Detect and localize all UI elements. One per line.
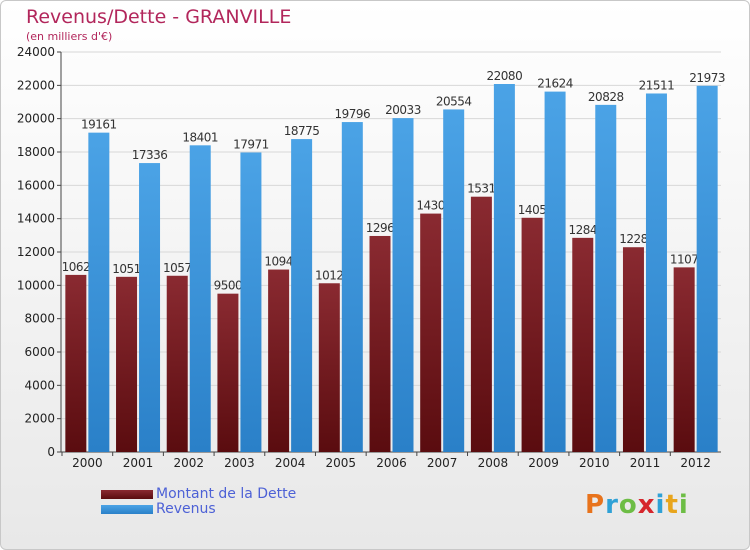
data-label-revenus: 21511 — [639, 78, 675, 92]
x-tick-label: 2003 — [224, 456, 255, 470]
chart-subtitle: (en milliers d'€) — [26, 30, 113, 43]
bar-dette — [420, 213, 442, 452]
data-label-dette: 1012 — [315, 268, 344, 282]
bar-dette — [572, 237, 594, 452]
bar-dette — [673, 267, 695, 452]
bar-revenus — [189, 145, 211, 453]
legend-label-dette: Montant de la Dette — [156, 486, 297, 502]
data-label-revenus: 17971 — [233, 137, 269, 151]
y-tick-label: 14000 — [17, 212, 55, 226]
bar-revenus — [392, 118, 414, 452]
bar-revenus — [493, 84, 515, 452]
bar-revenus — [291, 139, 313, 453]
bar-revenus — [544, 91, 566, 452]
data-label-dette: 1228 — [619, 232, 648, 246]
data-label-revenus: 18401 — [182, 130, 218, 144]
y-tick-label: 12000 — [17, 245, 55, 259]
bar-revenus — [88, 132, 110, 452]
data-label-revenus: 20033 — [385, 103, 421, 117]
x-tick-label: 2006 — [376, 456, 407, 470]
bar-dette — [521, 217, 543, 452]
logo-letter: i — [655, 490, 666, 520]
data-label-dette: 1062 — [62, 260, 91, 274]
y-tick-label: 0 — [47, 445, 55, 459]
bar-dette — [622, 247, 644, 452]
x-tick-label: 2005 — [326, 456, 357, 470]
data-label-dette: 1296 — [366, 221, 395, 235]
y-tick-label: 24000 — [17, 45, 55, 59]
legend-label-revenus: Revenus — [156, 501, 216, 517]
chart-title: Revenus/Dette - GRANVILLE — [26, 6, 292, 28]
bar-revenus — [341, 122, 363, 453]
bar-dette — [318, 283, 340, 452]
bar-dette — [369, 235, 391, 452]
data-label-dette: 1057 — [163, 261, 192, 275]
data-label-revenus: 22080 — [487, 69, 523, 83]
y-tick-label: 4000 — [24, 378, 55, 392]
bar-revenus — [595, 104, 617, 452]
y-tick-label: 8000 — [24, 312, 55, 326]
x-tick-label: 2001 — [123, 456, 154, 470]
bar-revenus — [645, 93, 667, 452]
logo-letter: i — [678, 490, 689, 520]
logo-letter: r — [605, 490, 619, 520]
y-tick-label: 18000 — [17, 145, 55, 159]
x-tick-label: 2000 — [72, 456, 103, 470]
bar-revenus — [696, 85, 718, 453]
data-label-dette: 1430 — [416, 199, 445, 213]
data-label-revenus: 21624 — [537, 77, 573, 91]
proxiti-logo: Proxiti — [585, 490, 689, 520]
data-label-revenus: 18775 — [284, 124, 320, 138]
bar-revenus — [443, 109, 465, 452]
data-label-revenus: 19796 — [334, 107, 370, 121]
x-tick-label: 2008 — [478, 456, 509, 470]
x-tick-label: 2007 — [427, 456, 458, 470]
bar-revenus — [139, 163, 161, 453]
bar-dette — [65, 274, 87, 452]
legend-swatch-dette — [101, 490, 153, 499]
data-label-dette: 9500 — [214, 279, 243, 293]
data-label-dette: 1405 — [518, 203, 547, 217]
y-tick-label: 2000 — [24, 412, 55, 426]
data-label-revenus: 17336 — [132, 148, 168, 162]
data-label-dette: 1107 — [670, 252, 699, 266]
logo-letter: t — [665, 490, 679, 520]
logo-letter: P — [585, 490, 606, 520]
data-label-dette: 1051 — [112, 262, 141, 276]
bar-dette — [268, 269, 290, 452]
y-tick-label: 20000 — [17, 112, 55, 126]
bar-dette — [116, 276, 138, 452]
y-tick-label: 6000 — [24, 345, 55, 359]
data-label-revenus: 19161 — [81, 118, 117, 132]
x-tick-label: 2009 — [528, 456, 559, 470]
y-tick-label: 10000 — [17, 278, 55, 292]
data-label-revenus: 21973 — [689, 71, 725, 85]
logo-letter: o — [618, 490, 638, 520]
x-tick-label: 2012 — [680, 456, 711, 470]
x-tick-label: 2011 — [630, 456, 661, 470]
bar-dette — [166, 275, 188, 452]
x-tick-label: 2004 — [275, 456, 306, 470]
legend-swatch-revenus — [101, 505, 153, 514]
bar-dette — [470, 196, 492, 452]
y-tick-label: 16000 — [17, 178, 55, 192]
x-tick-label: 2010 — [579, 456, 610, 470]
bar-dette — [217, 293, 239, 452]
data-label-dette: 1094 — [264, 255, 293, 269]
y-tick-label: 22000 — [17, 78, 55, 92]
data-label-revenus: 20554 — [436, 94, 472, 108]
logo-letter: x — [637, 490, 656, 520]
x-tick-label: 2002 — [173, 456, 204, 470]
data-label-dette: 1531 — [467, 182, 496, 196]
data-label-revenus: 20828 — [588, 90, 624, 104]
bar-revenus — [240, 152, 262, 452]
data-label-dette: 1284 — [568, 223, 597, 237]
